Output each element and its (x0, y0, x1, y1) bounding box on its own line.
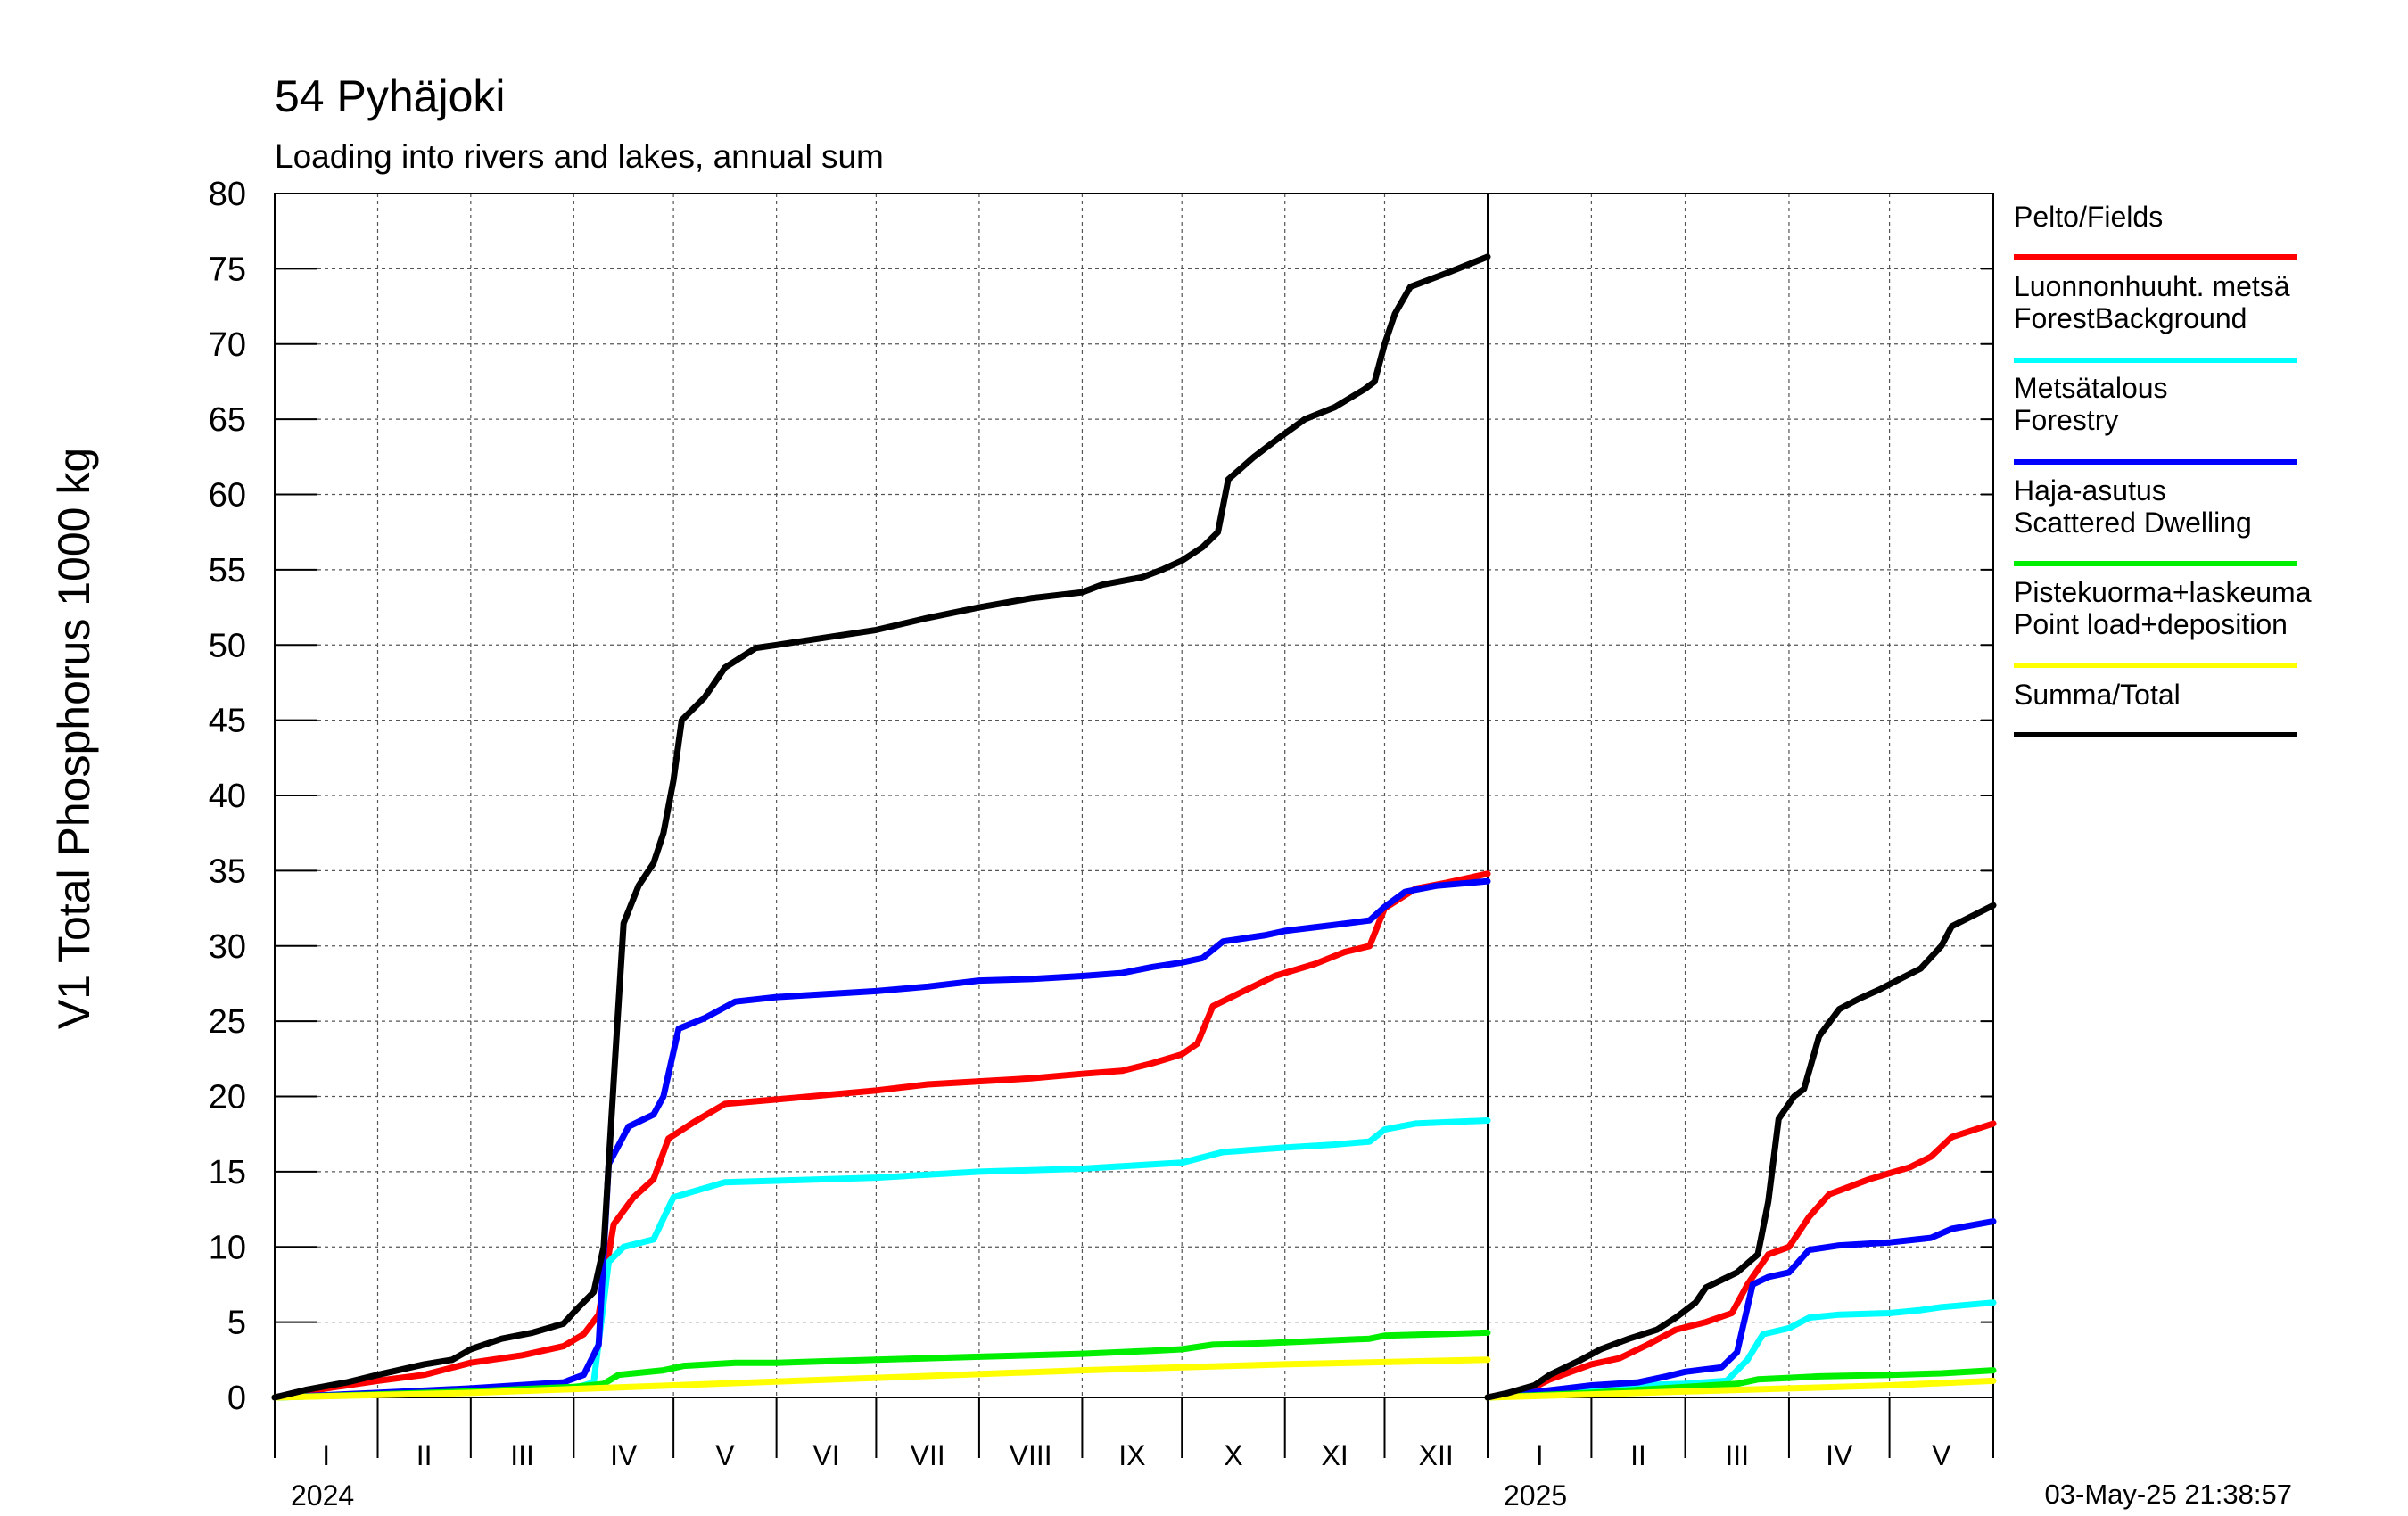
x-year-label: 2025 (1504, 1479, 1567, 1512)
x-month-label: II (1630, 1439, 1646, 1471)
x-month-label: IX (1118, 1439, 1145, 1471)
legend-label: Forestry (2014, 404, 2118, 436)
y-tick-label: 10 (209, 1229, 246, 1266)
plot-area (271, 253, 1997, 1401)
y-tick-label: 0 (227, 1380, 246, 1417)
y-tick-label: 35 (209, 853, 246, 890)
legend-label: Pistekuorma+laskeuma (2014, 576, 2312, 608)
x-month-label: VII (911, 1439, 945, 1471)
series-line-2024-mets-talous-forestry (271, 877, 1491, 1401)
legend-label: Scattered Dwelling (2014, 507, 2252, 539)
legend: Pelto/Fields Luonnonhuuht. metsäForestBac… (2014, 201, 2312, 737)
legend-label: ForestBackground (2014, 302, 2247, 334)
y-tick-label: 30 (209, 928, 246, 966)
series-line-2025-mets-talous-forestry (1484, 1218, 1997, 1401)
series-line-2025-pelto-fields (1484, 1120, 1997, 1401)
series-line-2024-pelto-fields (271, 870, 1491, 1401)
series-line-2024-summa-total (271, 253, 1491, 1401)
x-month-label: II (416, 1439, 433, 1471)
y-tick-label: 65 (209, 401, 246, 439)
legend-label: Metsätalous (2014, 372, 2168, 404)
y-tick-label: 60 (209, 477, 246, 515)
y-tick-label: 40 (209, 778, 246, 815)
y-tick-label: 55 (209, 552, 246, 589)
y-tick-label: 75 (209, 251, 246, 288)
y-tick-label: 50 (209, 627, 246, 664)
y-tick-label: 25 (209, 1003, 246, 1041)
y-tick-label: 15 (209, 1154, 246, 1191)
y-tick-label: 45 (209, 703, 246, 740)
y-tick-label: 80 (209, 176, 246, 213)
x-month-label: I (322, 1439, 330, 1471)
legend-label: Haja-asutus (2014, 474, 2166, 507)
series-line-2025-summa-total (1484, 902, 1997, 1401)
legend-label: Pelto/Fields (2014, 201, 2163, 233)
y-tick-label: 20 (209, 1079, 246, 1116)
x-year-label: 2024 (291, 1479, 354, 1512)
x-month-label: V (715, 1439, 735, 1471)
y-axis-label: V1 Total Phosphorus 1000 kg (49, 448, 99, 1029)
x-month-label: IV (610, 1439, 638, 1471)
legend-label: Point load+deposition (2014, 608, 2288, 640)
x-month-label: XI (1321, 1439, 1348, 1471)
x-month-label: III (1725, 1439, 1749, 1471)
legend-label: Luonnonhuuht. metsä (2014, 270, 2290, 302)
timestamp: 03-May-25 21:38:57 (2045, 1479, 2292, 1510)
x-month-label: X (1224, 1439, 1242, 1471)
y-tick-label: 70 (209, 326, 246, 364)
x-month-label: XII (1419, 1439, 1454, 1471)
x-month-label: VI (812, 1439, 839, 1471)
legend-label: Summa/Total (2014, 679, 2181, 711)
grid (275, 194, 1993, 1397)
series-line-2024-haja-asutus-scattered-dwelling (271, 1329, 1491, 1401)
chart-title: 54 Pyhäjoki (275, 71, 506, 121)
x-month-label: V (1932, 1439, 1951, 1471)
y-tick-label: 5 (227, 1305, 246, 1342)
series-line-2024-pistekuorma-laskeuma-point-load-deposition (271, 1356, 1491, 1401)
chart-subtitle: Loading into rivers and lakes, annual su… (275, 138, 884, 175)
x-month-label: III (510, 1439, 534, 1471)
series-line-2025-pistekuorma-laskeuma-point-load-deposition (1484, 1377, 1997, 1401)
plot-frame (274, 193, 1994, 1398)
x-month-label: I (1536, 1439, 1544, 1471)
x-month-label: IV (1826, 1439, 1853, 1471)
x-month-label: VIII (1010, 1439, 1052, 1471)
